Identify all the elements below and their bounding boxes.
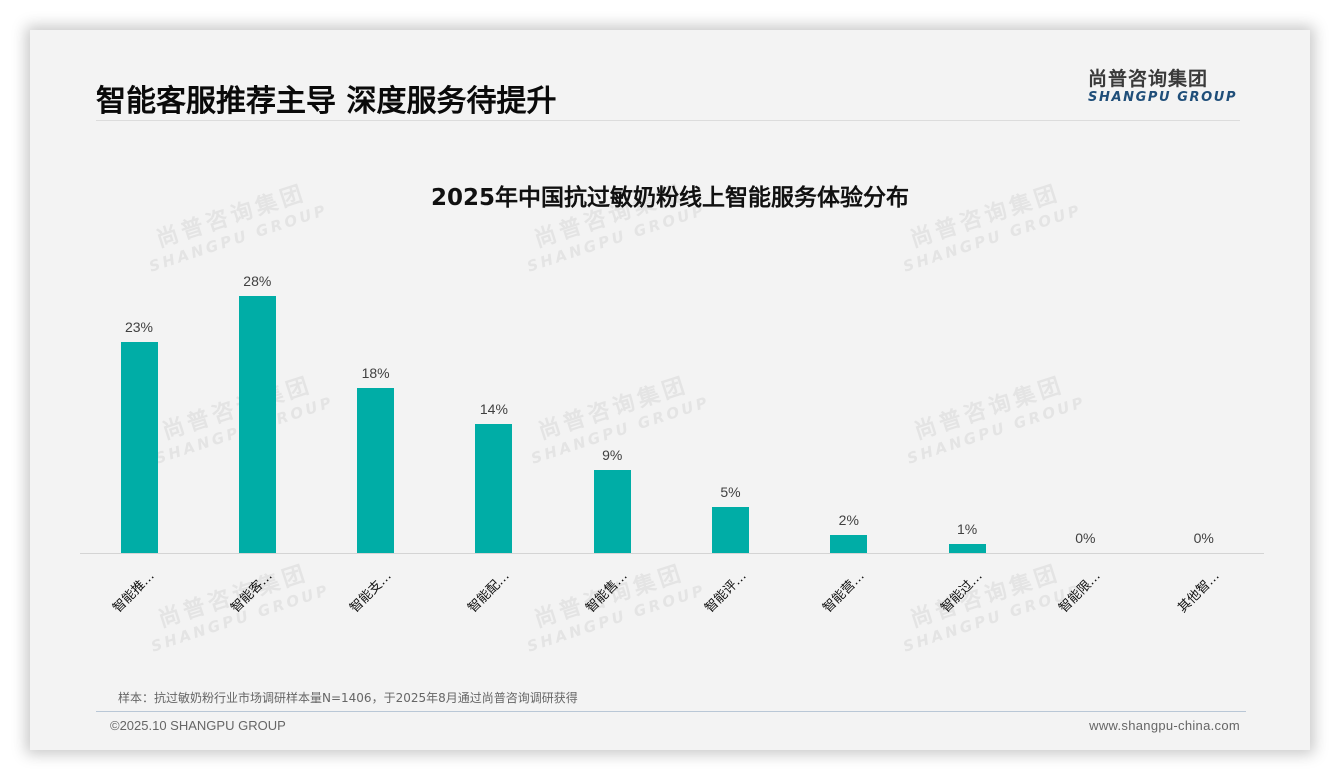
slide: 智能客服推荐主导 深度服务待提升 尚普咨询集团 SHANGPU GROUP 尚普… (30, 30, 1310, 750)
x-axis-category-label: 智能售… (583, 568, 631, 616)
bar-chart-plot-area: 23% 智能推… 28% 智能客… 18% 智能支… 14% 智能配… 9% 智能售… 5% 智能评…… (80, 230, 1264, 616)
bar-value-label: 0% (1075, 530, 1096, 546)
x-axis-category-label: 智能推… (110, 568, 158, 616)
bar-value-label: 14% (479, 401, 508, 417)
watermark: 尚普咨询集团 SHANGPU GROUP (524, 560, 709, 656)
bar (120, 342, 158, 553)
bar (830, 535, 868, 553)
chart-title: 2025年中国抗过敏奶粉线上智能服务体验分布 (430, 185, 909, 211)
sample-note: 样本：抗过敏奶粉行业市场调研样本量N=1406，于2025年8月通过尚普咨询调研… (118, 691, 578, 705)
bar-value-label: 18% (361, 365, 390, 381)
x-axis-category-label: 智能营… (820, 568, 868, 616)
bar-value-label: 2% (838, 512, 859, 528)
bar-value-label: 5% (720, 484, 741, 500)
x-axis-category-label: 智能配… (465, 568, 513, 616)
x-axis-category-label: 智能过… (938, 568, 986, 616)
x-axis-category-label: 智能支… (346, 568, 395, 616)
bar (712, 507, 749, 553)
bar-value-label: 1% (956, 521, 978, 537)
x-axis-line (80, 553, 1264, 554)
bar (475, 424, 513, 553)
title-divider (96, 120, 1240, 121)
bar-value-label: 23% (124, 319, 154, 335)
bar (593, 470, 631, 553)
x-axis-category-label: 其他智… (1175, 568, 1223, 616)
footer-divider (96, 711, 1246, 712)
bar-value-label: 28% (243, 273, 272, 289)
website-text: www.shangpu-china.com (1089, 718, 1240, 733)
bar-value-label: 0% (1193, 530, 1214, 546)
company-logo: 尚普咨询集团 SHANGPU GROUP (1088, 64, 1248, 105)
x-axis-category-label: 智能客… (228, 568, 277, 616)
bar (357, 388, 395, 553)
x-axis-category-label: 智能限… (1056, 568, 1105, 616)
page-title: 智能客服推荐主导 深度服务待提升 (96, 84, 557, 119)
bar (238, 296, 276, 553)
logo-english-text: SHANGPU GROUP (1088, 90, 1238, 105)
logo-chinese-text: 尚普咨询集团 (1088, 68, 1209, 90)
bar-value-label: 9% (602, 447, 623, 463)
x-axis-category-label: 智能评… (701, 568, 750, 616)
copyright-text: ©2025.10 SHANGPU GROUP (110, 718, 286, 733)
bar (948, 544, 986, 553)
